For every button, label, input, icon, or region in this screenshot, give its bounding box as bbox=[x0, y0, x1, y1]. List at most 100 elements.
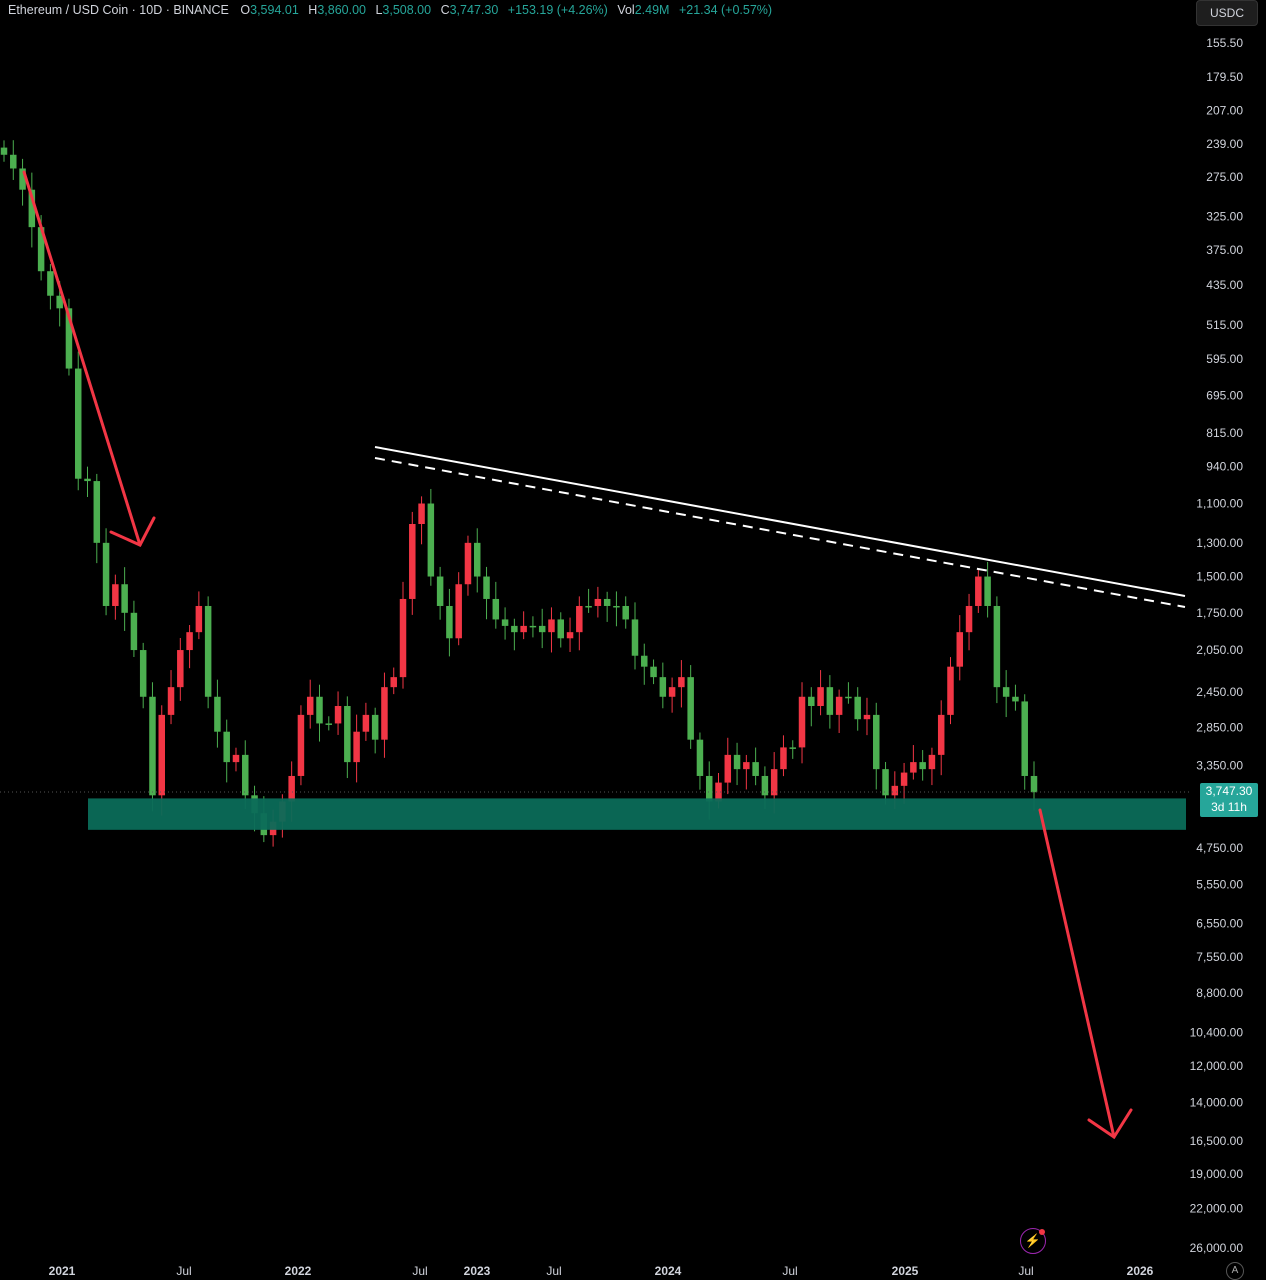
price-axis-label: 595.00 bbox=[1206, 352, 1243, 366]
candle-body bbox=[371, 714, 379, 740]
price-axis-label: 940.00 bbox=[1206, 460, 1243, 474]
candle-body bbox=[529, 625, 537, 628]
candle-body bbox=[854, 696, 861, 720]
time-axis-label: Jul bbox=[176, 1264, 191, 1278]
price-axis-label: 6,550.00 bbox=[1196, 916, 1243, 930]
price-axis-label: 12,000.00 bbox=[1190, 1059, 1244, 1073]
candle-body bbox=[975, 576, 982, 606]
candle-body bbox=[214, 696, 221, 732]
price-axis-label: 239.00 bbox=[1206, 137, 1243, 151]
price-axis[interactable]: 155.50 179.50 207.00 239.00 275.00 325.00 375.… bbox=[1190, 36, 1244, 1255]
low-value: 3,508.00 bbox=[382, 3, 432, 17]
time-axis-label: 2021 bbox=[49, 1264, 76, 1278]
candle-body bbox=[65, 308, 73, 369]
candle-body bbox=[928, 754, 936, 770]
candle-body bbox=[325, 723, 333, 725]
candle-body bbox=[121, 584, 128, 613]
candle-body bbox=[659, 677, 667, 697]
candle-body bbox=[585, 605, 592, 608]
time-axis-label: 2022 bbox=[285, 1264, 312, 1278]
bearish-arrow-right bbox=[1038, 808, 1133, 1140]
candle-body bbox=[752, 762, 759, 776]
time-axis-label: 2023 bbox=[464, 1264, 491, 1278]
candle-body bbox=[232, 754, 240, 763]
price-axis-label: 2,450.00 bbox=[1196, 685, 1243, 699]
candle-body bbox=[19, 168, 26, 190]
time-axis-label: 2025 bbox=[892, 1264, 919, 1278]
candle-body bbox=[1012, 696, 1019, 702]
candle-body bbox=[947, 666, 954, 715]
auto-scale-button[interactable]: A bbox=[1226, 1262, 1244, 1280]
candle-body bbox=[956, 632, 964, 667]
candle-body bbox=[705, 775, 713, 802]
time-axis-label: 2026 bbox=[1127, 1264, 1154, 1278]
candle-body bbox=[409, 523, 416, 599]
candle-body bbox=[483, 576, 490, 599]
price-axis-label: 8,800.00 bbox=[1196, 986, 1243, 1000]
candle-body bbox=[446, 605, 453, 639]
trendline-solid bbox=[374, 446, 1186, 597]
candle-body bbox=[56, 295, 63, 309]
candle-body bbox=[566, 632, 574, 639]
candle-body bbox=[603, 598, 611, 606]
time-axis-label: Jul bbox=[412, 1264, 427, 1278]
candle-body bbox=[687, 677, 694, 740]
symbol-label[interactable]: Ethereum / USD Coin · 10D · BINANCE bbox=[8, 3, 229, 17]
candle-body bbox=[863, 714, 871, 720]
candle-body bbox=[993, 605, 1001, 688]
price-axis-label: 1,750.00 bbox=[1196, 606, 1243, 620]
candle-body bbox=[130, 612, 138, 651]
candle-body bbox=[362, 714, 370, 732]
candle-body bbox=[845, 696, 852, 699]
candle-body bbox=[650, 666, 657, 678]
price-axis-label: 515.00 bbox=[1206, 318, 1243, 332]
volume-change: +21.34 (+0.57%) bbox=[678, 3, 773, 17]
candle-body bbox=[473, 542, 481, 577]
candle-body bbox=[28, 189, 36, 228]
price-axis-label: 275.00 bbox=[1206, 170, 1243, 184]
candle-body bbox=[390, 677, 397, 688]
candle-body bbox=[715, 782, 722, 802]
price-axis-label: 325.00 bbox=[1206, 210, 1243, 224]
candle-body bbox=[84, 478, 91, 482]
candle-body bbox=[622, 605, 629, 620]
candle-body bbox=[381, 687, 388, 740]
price-axis-label: 4,750.00 bbox=[1196, 841, 1243, 855]
candle-body bbox=[492, 598, 500, 620]
candle-body bbox=[678, 677, 685, 688]
candle-body bbox=[37, 227, 45, 272]
volume-label: Vol bbox=[617, 3, 635, 17]
currency-button[interactable]: USDC bbox=[1196, 0, 1258, 26]
candle-body bbox=[668, 687, 676, 697]
chart-header: Ethereum / USD Coin · 10D · BINANCE O3,5… bbox=[8, 3, 778, 17]
candle-body bbox=[47, 271, 54, 296]
price-axis-label: 19,000.00 bbox=[1190, 1167, 1244, 1181]
candle-body bbox=[835, 696, 843, 715]
candle-body bbox=[344, 705, 351, 763]
candle-body bbox=[984, 576, 991, 606]
candle-body bbox=[158, 714, 165, 796]
lightning-icon[interactable]: ⚡ bbox=[1020, 1228, 1046, 1254]
candle-body bbox=[817, 687, 824, 706]
volume-value: 2.49M bbox=[634, 3, 670, 17]
time-axis[interactable]: 2021 Jul 2022 Jul 2023 Jul 2024 Jul 2025 Jul 2026 bbox=[49, 1264, 1154, 1278]
close-label: C bbox=[440, 3, 450, 17]
candle-body bbox=[557, 619, 565, 639]
candle-body bbox=[937, 714, 945, 755]
candle-body bbox=[511, 625, 518, 633]
candle-body bbox=[167, 687, 175, 715]
candle-body bbox=[399, 598, 407, 678]
price-axis-label: 22,000.00 bbox=[1190, 1202, 1244, 1216]
candle-body bbox=[306, 696, 314, 715]
candle-body bbox=[798, 696, 806, 748]
candle-body bbox=[112, 584, 119, 606]
price-axis-label: 207.00 bbox=[1206, 103, 1243, 117]
candle-body bbox=[139, 650, 147, 697]
high-value: 3,860.00 bbox=[317, 3, 366, 17]
price-axis-label: 435.00 bbox=[1206, 278, 1243, 292]
candle-body bbox=[780, 747, 787, 770]
candle-body bbox=[0, 147, 8, 155]
candle-body bbox=[761, 775, 769, 796]
price-axis-label: 155.50 bbox=[1206, 36, 1243, 50]
